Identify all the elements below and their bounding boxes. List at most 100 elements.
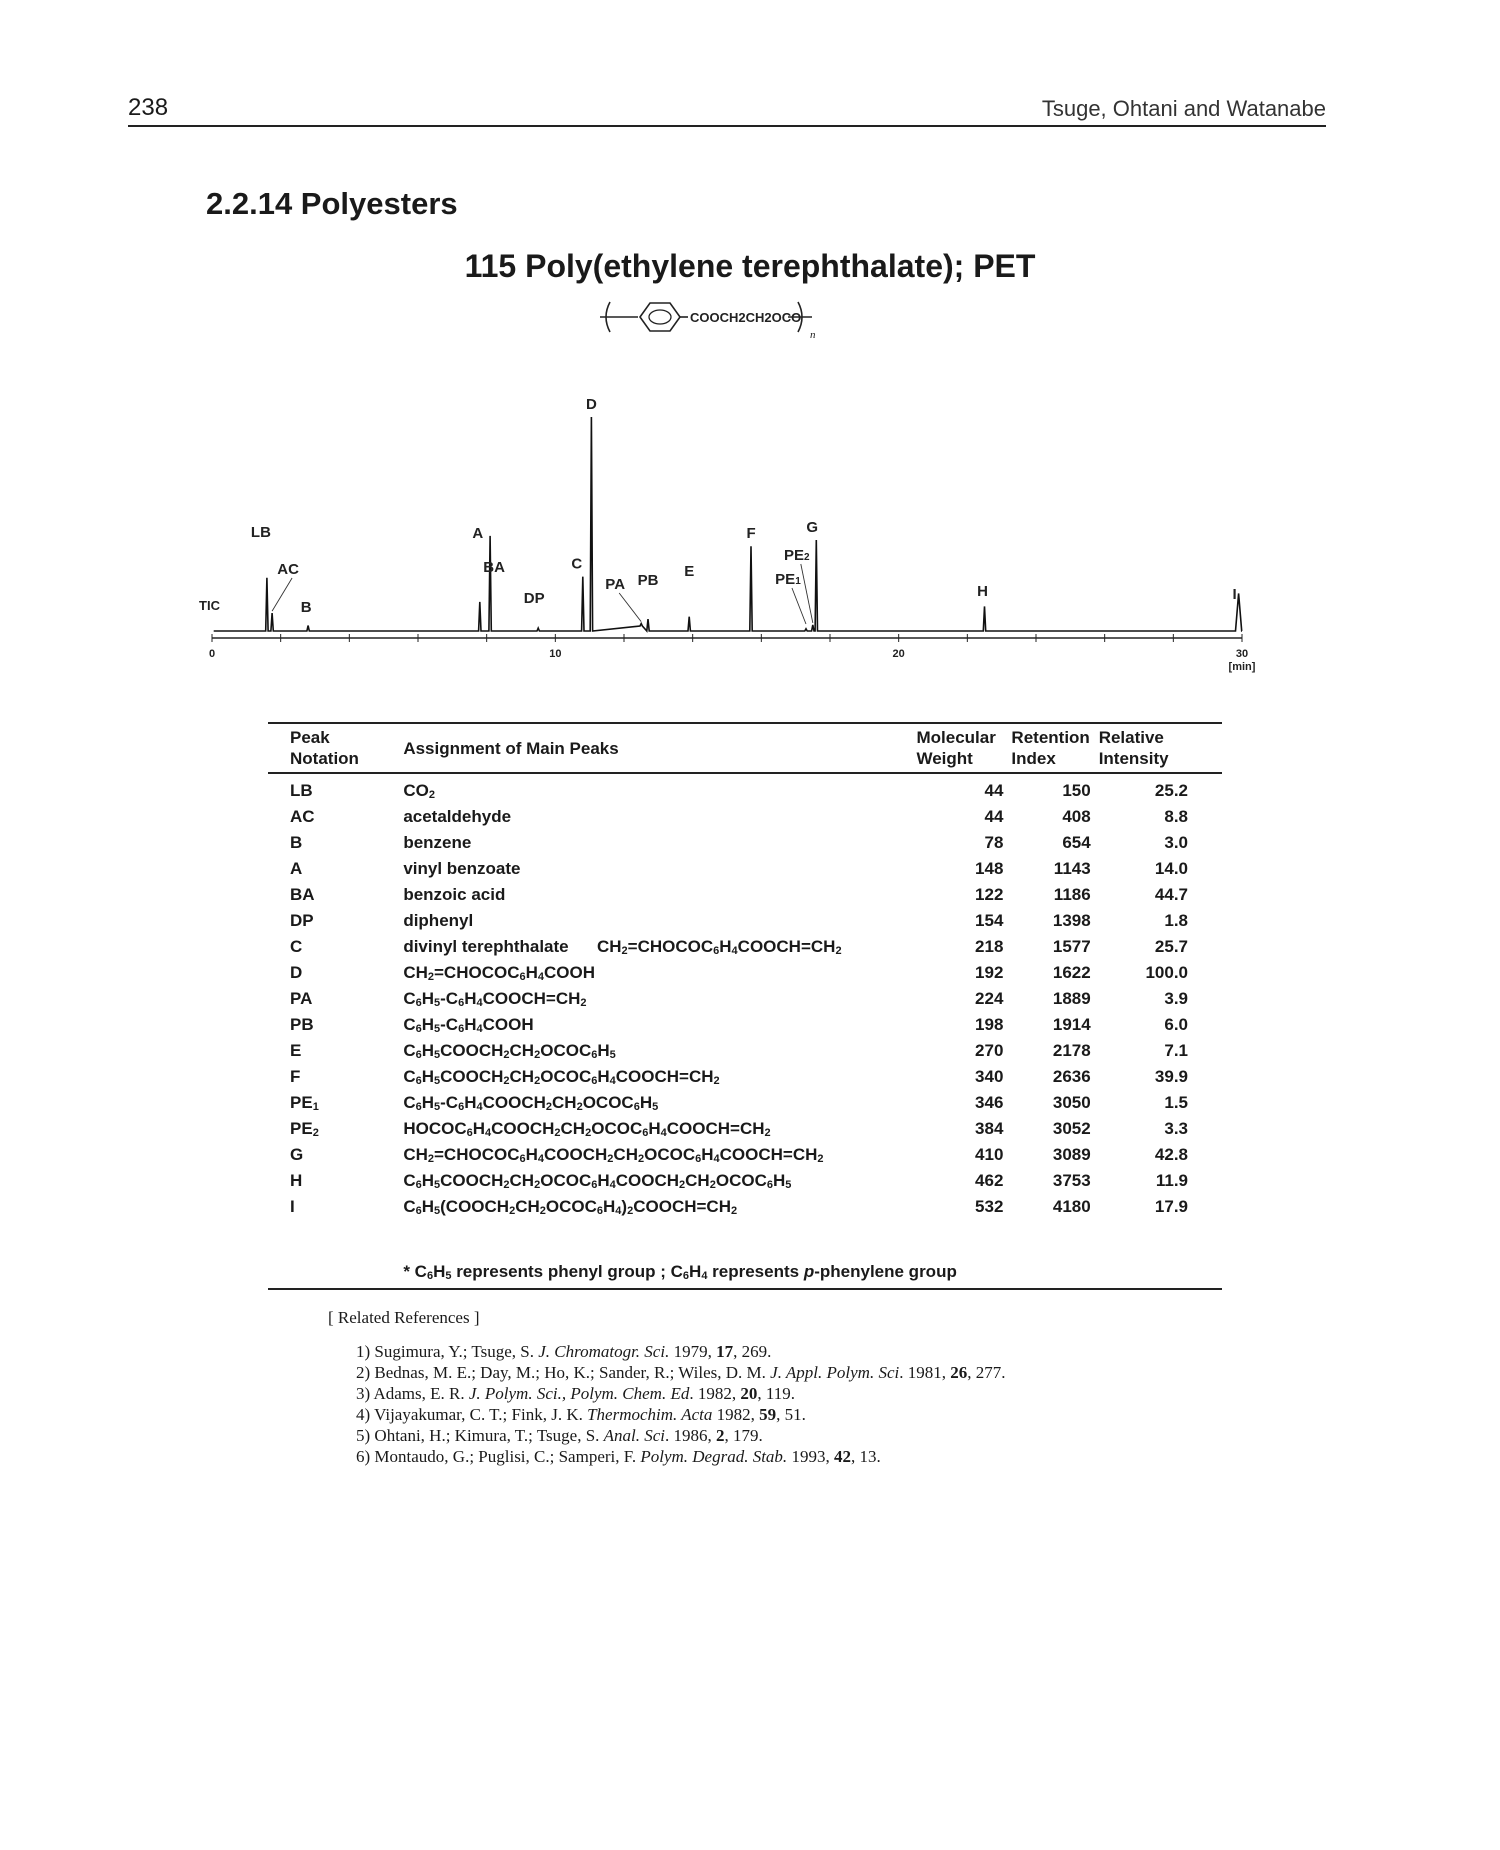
relative-intensity: 14.0: [1154, 859, 1188, 878]
peak-notation: PA: [290, 989, 313, 1008]
table-header-row: Peak Notation Assignment of Main Peaks Mo…: [268, 722, 1222, 774]
peak-label-pa: PA: [605, 576, 625, 593]
relative-intensity: 11.9: [1155, 1171, 1188, 1190]
table-row: BA benzoic acid 122 1186 44.7: [268, 882, 1222, 908]
peak-label-pe2: PE2: [784, 547, 810, 564]
peak-notation: PE2: [290, 1119, 319, 1139]
peak-assignment: C6H5(COOCH2CH2OCOC6H4)2COOCH=CH2: [403, 1197, 738, 1217]
peak-assignment: vinyl benzoate: [403, 859, 521, 878]
table-row: D CH2=CHOCOC6H4COOH 192 1622 100.0: [268, 960, 1222, 986]
retention-index: 3753: [1052, 1171, 1091, 1190]
molecular-weight: 154: [975, 911, 1004, 930]
peak-label-pe1: PE1: [775, 571, 801, 588]
peak-assignment: C6H5-C6H4COOCH=CH2: [403, 989, 587, 1009]
compound-title: 115 Poly(ethylene terephthalate); PET: [464, 248, 1036, 284]
peak-notation: AC: [290, 807, 315, 826]
retention-index: 3089: [1052, 1145, 1091, 1164]
peak-label-f: F: [746, 525, 755, 542]
relative-intensity: 3.3: [1164, 1119, 1188, 1138]
retention-index: 1889: [1052, 989, 1091, 1008]
benzene-ring-icon: [639, 302, 681, 332]
peak-notation: F: [290, 1067, 301, 1086]
references-list: 1) Sugimura, Y.; Tsuge, S. J. Chromatogr…: [356, 1341, 1005, 1467]
table-row: H C6H5COOCH2CH2OCOC6H4COOCH2CH2OCOC6H5 462…: [268, 1168, 1222, 1194]
relative-intensity: 6.0: [1164, 1015, 1188, 1034]
relative-intensity: 42.8: [1154, 1145, 1188, 1164]
table-footnote: * C6H5 represents phenyl group ; C6H4 re…: [399, 1220, 1222, 1290]
molecular-weight: 78: [984, 833, 1004, 852]
peak-label-h: H: [977, 583, 988, 600]
x-axis-unit: [min]: [1229, 661, 1256, 673]
table-row: E C6H5COOCH2CH2OCOC6H5 270 2178 7.1: [268, 1038, 1222, 1064]
relative-intensity: 25.2: [1154, 781, 1188, 800]
table-row: F C6H5COOCH2CH2OCOC6H4COOCH=CH2 340 2636 39.…: [268, 1064, 1222, 1090]
relative-intensity: 3.0: [1164, 833, 1188, 852]
peak-assignment: C6H5COOCH2CH2OCOC6H4COOCH=CH2: [403, 1067, 720, 1087]
retention-index: 2178: [1052, 1041, 1091, 1060]
molecular-weight: 462: [975, 1171, 1004, 1190]
molecular-weight: 346: [975, 1093, 1004, 1112]
peak-leader-line: [800, 563, 814, 623]
table-row: I C6H5(COOCH2CH2OCOC6H4)2COOCH=CH2 532 4180…: [268, 1194, 1222, 1220]
molecular-weight: 218: [975, 937, 1004, 956]
peak-notation: A: [290, 859, 303, 878]
molecular-weight: 410: [975, 1145, 1004, 1164]
peak-label-pb: PB: [638, 572, 659, 589]
molecular-weight: 148: [975, 859, 1004, 878]
peak-label-dp: DP: [524, 590, 545, 607]
retention-index: 1398: [1052, 911, 1091, 930]
section-title: 2.2.14 Polyesters: [206, 186, 458, 221]
peak-label-g: G: [806, 519, 818, 536]
peak-label-e: E: [684, 563, 694, 580]
table-row: LB CO2 44 150 25.2: [268, 773, 1222, 804]
peak-assignment: benzoic acid: [403, 885, 506, 904]
retention-index: 3052: [1052, 1119, 1091, 1138]
x-tick-label: 10: [549, 648, 561, 660]
retention-index: 1577: [1052, 937, 1091, 956]
peak-assignment: acetaldehyde: [403, 807, 512, 826]
x-tick-label: 20: [893, 648, 905, 660]
retention-index: 3050: [1052, 1093, 1091, 1112]
relative-intensity: 39.9: [1154, 1067, 1188, 1086]
molecular-weight: 44: [984, 781, 1004, 800]
peak-notation: H: [290, 1171, 303, 1190]
peak-assignment: diphenyl: [403, 911, 474, 930]
retention-index: 654: [1062, 833, 1091, 852]
header-notation: Peak Notation: [268, 722, 400, 774]
peak-label-c: C: [571, 556, 582, 573]
peak-leader-line: [271, 577, 293, 612]
peak-assignment: HOCOC6H4COOCH2CH2OCOC6H4COOCH=CH2: [403, 1119, 771, 1139]
peak-assignment: benzene: [403, 833, 472, 852]
structure-n: n: [810, 329, 816, 341]
peak-assignment: CO2: [403, 781, 435, 801]
molecular-weight: 44: [984, 807, 1004, 826]
peak-notation: B: [290, 833, 303, 852]
peak-label-ba: BA: [483, 559, 505, 576]
peak-assignment: divinyl terephthalate CH2=CHOCOC6H4COOCH…: [403, 937, 842, 957]
reference-item: 3) Adams, E. R. J. Polym. Sci., Polym. C…: [356, 1384, 795, 1403]
reference-item: 5) Ohtani, H.; Kimura, T.; Tsuge, S. Ana…: [356, 1426, 763, 1445]
header-relative-intensity: Relative Intensity: [1094, 722, 1222, 774]
table-row: DP diphenyl 154 1398 1.8: [268, 908, 1222, 934]
relative-intensity: 8.8: [1164, 807, 1188, 826]
retention-index: 2636: [1052, 1067, 1091, 1086]
table-row: AC acetaldehyde 44 408 8.8: [268, 804, 1222, 830]
x-tick-label: 30: [1236, 648, 1248, 660]
relative-intensity: 17.9: [1154, 1197, 1188, 1216]
table-row: G CH2=CHOCOC6H4COOCH2CH2OCOC6H4COOCH=CH2 4…: [268, 1142, 1222, 1168]
peak-notation: PE1: [290, 1093, 319, 1113]
peak-assignment: C6H5-C6H4COOH: [403, 1015, 534, 1035]
molecular-weight: 122: [975, 885, 1004, 904]
peak-label-b: B: [301, 599, 312, 616]
trace-label: TIC: [199, 598, 221, 613]
peak-notation: DP: [290, 911, 314, 930]
relative-intensity: 44.7: [1154, 885, 1188, 904]
relative-intensity: 100.0: [1145, 963, 1188, 982]
retention-index: 1143: [1053, 859, 1091, 878]
x-tick-label: 0: [209, 648, 215, 660]
reference-item: 1) Sugimura, Y.; Tsuge, S. J. Chromatogr…: [356, 1342, 772, 1361]
